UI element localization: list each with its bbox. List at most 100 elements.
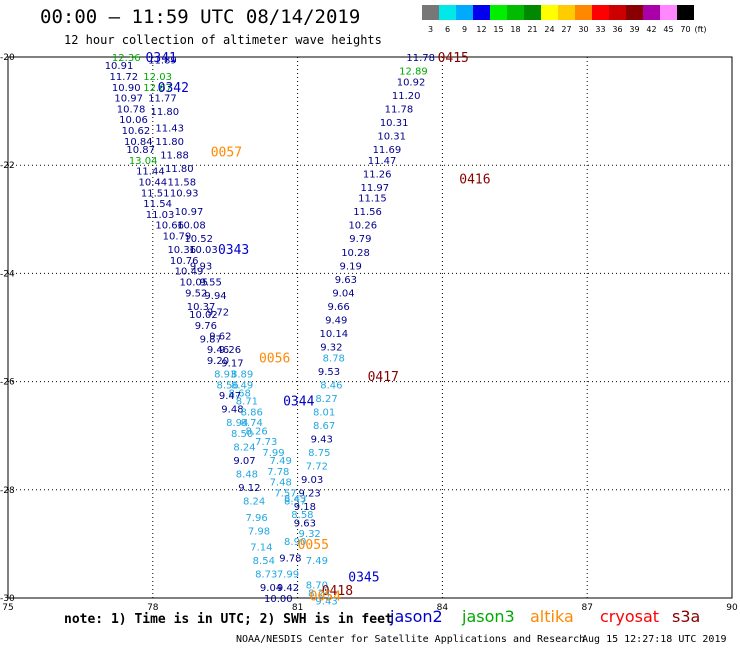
colorbar-swatch: [439, 5, 456, 20]
legend-entry: altika: [530, 607, 574, 626]
track-label: 0345: [348, 570, 379, 585]
lat-tick-label: -26: [0, 378, 15, 388]
wave-height-reading: 8.73: [255, 570, 277, 581]
wave-height-reading: 11.77: [148, 94, 177, 105]
wave-height-reading: 8.94: [226, 418, 248, 429]
wave-height-reading: 8.49: [231, 380, 253, 391]
colorbar-label: 3: [427, 25, 434, 34]
wave-height-reading: 11.20: [392, 91, 421, 102]
wave-height-reading: 10.31: [377, 131, 406, 142]
wave-height-reading: 9.07: [233, 456, 255, 467]
wave-height-reading: 11.44: [136, 167, 165, 178]
wave-height-reading: 11.80: [151, 107, 180, 118]
wave-height-reading: 10.52: [184, 234, 213, 245]
colorbar-label: 27: [561, 25, 572, 34]
wave-height-reading: 8.75: [308, 448, 330, 459]
wave-height-reading: 11.72: [110, 72, 139, 83]
wave-height-reading: 7.73: [255, 437, 277, 448]
map-frame: [7, 56, 733, 599]
colorbar-label: 70: [680, 25, 691, 34]
wave-height-reading: 11.69: [373, 145, 402, 156]
lat-tick-label: -28: [0, 486, 15, 496]
wave-height-reading: 12.36: [112, 53, 141, 64]
wave-height-reading: 7.14: [250, 543, 272, 554]
track-label: 0417: [368, 370, 399, 385]
wave-height-reading: 8.67: [313, 421, 335, 432]
wave-height-reading: 9.20: [207, 356, 229, 367]
wave-height-reading: 7.49: [270, 456, 292, 467]
wave-height-reading: 9.19: [340, 261, 362, 272]
wave-height-reading: 8.57: [284, 497, 306, 508]
track-label: 0056: [259, 351, 290, 366]
colorbar-swatch: [609, 5, 626, 20]
wave-height-reading: 11.15: [358, 194, 387, 205]
wave-height-reading: 7.57: [274, 489, 296, 500]
colorbar-swatch: [473, 5, 490, 20]
wave-height-reading: 7.72: [306, 461, 328, 472]
lon-tick-label: 84: [437, 603, 449, 613]
colorbar-label: 39: [629, 25, 640, 34]
wave-height-reading: 11.88: [160, 150, 189, 161]
wave-height-reading: 11.80: [155, 137, 184, 148]
wave-height-reading: 10.06: [119, 115, 148, 126]
credit-line: NOAA/NESDIS Center for Satellite Applica…: [236, 634, 586, 645]
wave-height-reading: 11.78: [385, 104, 414, 115]
colorbar-label: 24: [544, 25, 555, 34]
wave-height-reading: 10.02: [189, 310, 218, 321]
colorbar-swatch: [422, 5, 439, 20]
wave-height-reading: 11.58: [167, 177, 196, 188]
wave-height-reading: 9.26: [219, 345, 241, 356]
track-label: 0343: [218, 243, 249, 258]
wave-height-reading: 10.08: [177, 221, 206, 232]
colorbar-label: 42: [646, 25, 657, 34]
wave-height-reading: 8.56: [216, 380, 238, 391]
lon-tick-label: 87: [581, 603, 592, 613]
wave-height-reading: 9.17: [221, 359, 243, 370]
wave-height-reading: 8.70: [306, 580, 328, 591]
wave-height-reading: 9.49: [325, 315, 347, 326]
wave-height-reading: 8.24: [243, 497, 265, 508]
wave-height-reading: 11.51: [141, 188, 170, 199]
wave-height-reading: 9.79: [349, 234, 371, 245]
colorbar-swatch: [524, 5, 541, 20]
wave-height-reading: 9.18: [294, 502, 316, 513]
wave-height-reading: 7.78: [267, 467, 289, 478]
wave-height-reading: 10.49: [175, 267, 204, 278]
colorbar-swatch: [507, 5, 524, 20]
wave-height-reading: 8.86: [241, 407, 263, 418]
colorbar-label: 45: [663, 25, 674, 34]
lat-tick-label: -24: [0, 269, 15, 279]
wave-height-reading: 8.24: [308, 589, 330, 600]
lon-tick-label: 90: [726, 603, 738, 613]
wave-height-reading: 9.94: [204, 291, 226, 302]
wave-height-reading: 8.50: [231, 429, 253, 440]
colorbar-swatch: [456, 5, 473, 20]
colorbar-swatch: [643, 5, 660, 20]
wave-height-reading: 8.43: [284, 494, 306, 505]
wave-height-reading: 7.99: [262, 448, 284, 459]
wave-height-reading: 8.71: [236, 397, 258, 408]
wave-height-reading: 11.43: [155, 123, 184, 134]
wave-height-reading: 10.97: [175, 207, 204, 218]
track-label: 0418: [322, 584, 353, 599]
colorbar-label: 21: [527, 25, 538, 34]
wave-height-reading: 9.87: [200, 334, 222, 345]
wave-height-reading: 9.04: [332, 288, 354, 299]
wave-height-reading: 10.92: [397, 77, 426, 88]
lat-tick-label: -20: [0, 53, 15, 63]
wave-height-reading: 7.49: [306, 556, 328, 567]
lon-tick-label: 81: [292, 603, 303, 613]
lat-tick-label: -22: [0, 161, 15, 171]
wave-height-reading: 10.93: [170, 188, 199, 199]
wave-height-reading: 8.74: [241, 418, 263, 429]
wave-height-reading: 9.32: [299, 529, 321, 540]
wave-height-reading: 8.48: [236, 470, 258, 481]
wave-height-reading: 9.78: [279, 553, 301, 564]
wave-height-reading: 9.52: [185, 288, 207, 299]
colorbar-label: 18: [510, 25, 521, 34]
wave-height-reading: 10.03: [189, 245, 218, 256]
wave-height-reading: 8.24: [233, 443, 255, 454]
wave-height-reading: 10.87: [126, 145, 155, 156]
wave-height-reading: 8.89: [231, 369, 253, 380]
